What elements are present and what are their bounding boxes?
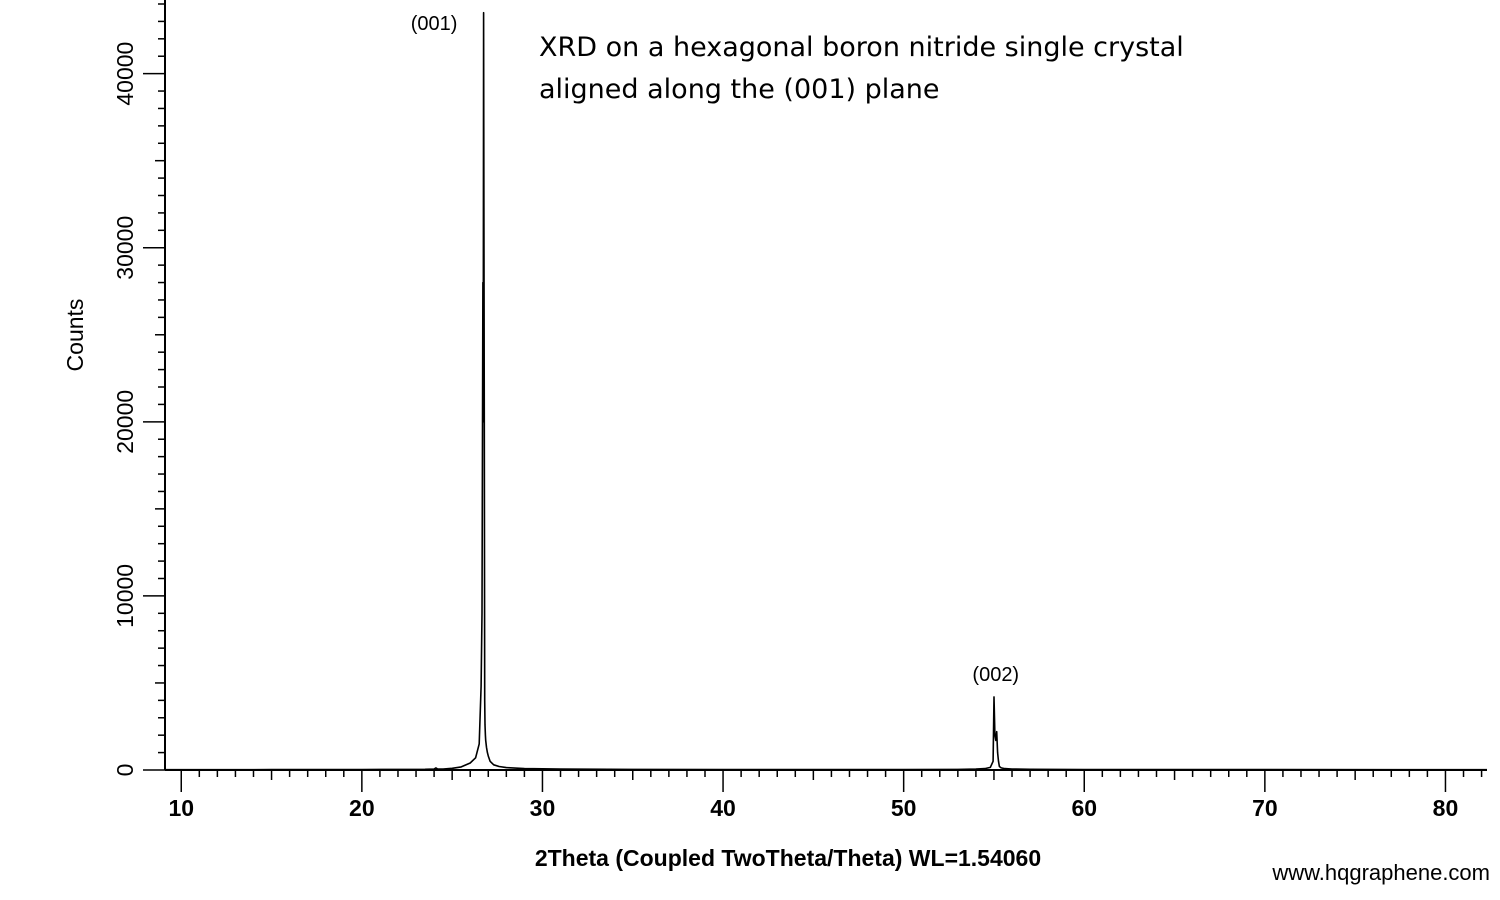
y-tick-label: 0 bbox=[112, 764, 138, 777]
y-tick-label: 20000 bbox=[112, 390, 138, 454]
y-axis-title: Counts bbox=[62, 299, 88, 372]
x-tick-label: 60 bbox=[1071, 795, 1097, 821]
x-tick-label: 40 bbox=[710, 795, 736, 821]
series-line bbox=[164, 11, 1487, 771]
peak-label: (001) bbox=[411, 13, 458, 35]
x-tick-label: 20 bbox=[349, 795, 375, 821]
y-tick-label: 10000 bbox=[112, 564, 138, 628]
peak-label: (002) bbox=[972, 664, 1019, 686]
y-tick-label: 30000 bbox=[112, 216, 138, 280]
peak-annotations: (001) (002) bbox=[411, 13, 1019, 686]
x-tick-label: 80 bbox=[1433, 795, 1459, 821]
x-tick-label: 30 bbox=[530, 795, 556, 821]
watermark-text: www.hqgraphene.com bbox=[1271, 860, 1490, 885]
axes bbox=[164, 0, 1487, 771]
tick-labels: 10 20 30 40 50 60 70 80 0 10000 20000 30000 40000 bbox=[112, 42, 1458, 821]
chart-title-line-1: XRD on a hexagonal boron nitride single … bbox=[539, 32, 1184, 63]
x-tick-label: 10 bbox=[168, 795, 194, 821]
chart-title-line-2: aligned along the (001) plane bbox=[539, 74, 940, 105]
y-tick-label: 40000 bbox=[112, 42, 138, 106]
tick-marks bbox=[143, 3, 1483, 792]
x-axis-title: 2Theta (Coupled TwoTheta/Theta) WL=1.540… bbox=[535, 845, 1041, 871]
x-tick-label: 70 bbox=[1252, 795, 1278, 821]
x-tick-label: 50 bbox=[891, 795, 917, 821]
